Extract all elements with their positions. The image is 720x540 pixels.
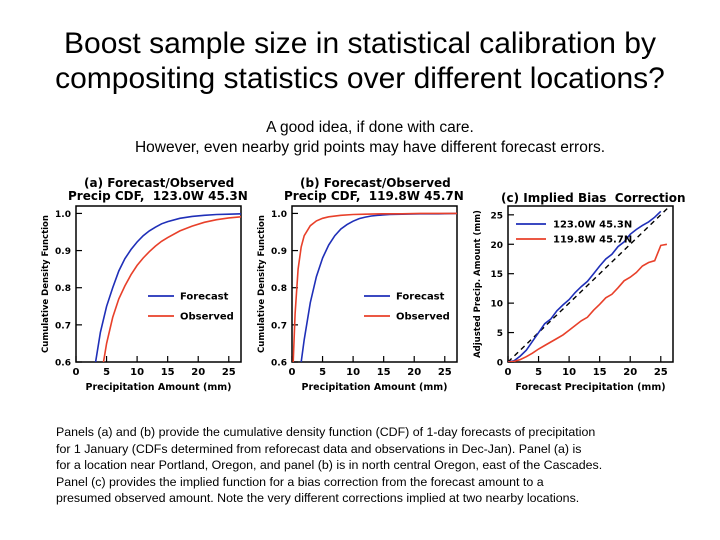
- panel-a-title-line1: (a) Forecast/Observed: [84, 176, 235, 190]
- x-axis-label: Precipitation Amount (mm): [301, 382, 447, 393]
- x-tick-label: 15: [377, 367, 391, 378]
- x-tick-label: 0: [505, 367, 512, 378]
- legend-label: Forecast: [396, 292, 445, 303]
- series-line: [300, 212, 457, 362]
- y-tick-label: 1.0: [55, 210, 71, 220]
- y-tick-label: 0.9: [271, 247, 287, 257]
- x-tick-label: 20: [623, 367, 637, 378]
- slide-title-line2: compositing statistics over different lo…: [55, 62, 665, 95]
- slide-subtitle-line1: A good idea, if done with care.: [266, 119, 474, 136]
- x-axis-label: Precipitation Amount (mm): [85, 382, 231, 393]
- legend-label: Observed: [396, 312, 450, 323]
- caption-line: for 1 January (CDFs determined from refo…: [56, 441, 582, 456]
- y-tick-label: 5: [497, 329, 503, 339]
- slide-subtitle-line2: However, even nearby grid points may hav…: [134, 139, 606, 156]
- y-tick-label: 0.8: [271, 284, 287, 294]
- y-tick-label: 20: [490, 241, 503, 251]
- slide-title-line1: Boost sample size in statistical calibra…: [64, 27, 656, 60]
- y-tick-label: 10: [490, 300, 503, 310]
- series-line: [508, 210, 662, 362]
- y-tick-label: 0.8: [55, 284, 71, 294]
- y-tick-label: 0: [497, 359, 503, 369]
- legend-label: 123.0W 45.3N: [553, 220, 632, 231]
- panel-b-chart: 0 5 10 15 20 25 0.6 0.7 0.8 0.9 1.0 Precipitation A…: [257, 205, 458, 393]
- x-tick-label: 25: [222, 367, 236, 378]
- series-line: [292, 212, 457, 362]
- y-axis-label: Adjusted Precip. Amount (mm): [473, 210, 483, 358]
- figure-caption: Panels (a) and (b) provide the cumulativ…: [56, 424, 686, 507]
- plot-frame: [291, 205, 458, 363]
- y-tick-label: 0.7: [271, 321, 287, 331]
- y-axis-label: Cumulative Density Function: [257, 215, 267, 353]
- x-tick-label: 25: [438, 367, 452, 378]
- caption-line: Panel (c) provides the implied function …: [56, 474, 544, 489]
- slide-subtitle: A good idea, if done with care. However,…: [20, 118, 720, 158]
- x-tick-label: 25: [654, 367, 668, 378]
- x-tick-label: 5: [319, 367, 326, 378]
- panel-b-title-line1: (b) Forecast/Observed: [300, 176, 451, 190]
- panel-c-chart: 0 5 10 15 20 25 0 5 10 15 20 25 Forecast Precipitati…: [473, 205, 674, 393]
- legend-label: Forecast: [180, 292, 229, 303]
- y-tick-label: 15: [490, 270, 503, 280]
- x-axis-label: Forecast Precipitation (mm): [515, 382, 665, 393]
- x-tick-label: 15: [593, 367, 607, 378]
- panel-a-title-line2: Precip CDF, 123.0W 45.3N: [68, 189, 248, 203]
- legend-label: Observed: [180, 312, 234, 323]
- y-axis-label: Cumulative Density Function: [41, 215, 51, 353]
- plot-frame: [507, 205, 674, 363]
- panel-a: (a) Forecast/Observed Precip CDF, 123.0W…: [36, 168, 251, 418]
- y-tick-label: 1.0: [271, 210, 287, 220]
- x-tick-label: 15: [161, 367, 175, 378]
- x-tick-label: 20: [191, 367, 205, 378]
- panel-c-title-line1: (c) Implied Bias Correction: [501, 191, 686, 205]
- x-tick-label: 10: [130, 367, 144, 378]
- x-tick-label: 5: [535, 367, 542, 378]
- series-line: [102, 216, 241, 362]
- x-tick-label: 10: [346, 367, 360, 378]
- series-line: [508, 243, 668, 362]
- panel-a-chart: 0 5 10 15 20 25 0.6 0.7 0.8 0.9 1.0 Precipitation A…: [41, 205, 242, 393]
- caption-line: for a location near Portland, Oregon, an…: [56, 458, 603, 473]
- y-tick-label: 0.7: [55, 321, 71, 331]
- reference-line: [508, 206, 671, 362]
- plot-frame: [75, 205, 242, 363]
- slide-title: Boost sample size in statistical calibra…: [10, 26, 710, 96]
- x-tick-label: 0: [289, 367, 296, 378]
- series-line: [94, 213, 241, 362]
- panel-b-title-line2: Precip CDF, 119.8W 45.7N: [284, 189, 464, 203]
- panel-b: (b) Forecast/Observed Precip CDF, 119.8W…: [252, 168, 467, 418]
- x-tick-label: 5: [103, 367, 110, 378]
- y-tick-label: 25: [490, 211, 503, 221]
- y-tick-label: 0.9: [55, 247, 71, 257]
- legend-label: 119.8W 45.7N: [553, 235, 632, 246]
- x-tick-label: 20: [407, 367, 421, 378]
- y-tick-label: 0.6: [271, 359, 287, 369]
- caption-line: presumed observed amount. Note the very …: [56, 491, 580, 506]
- caption-line: Panels (a) and (b) provide the cumulativ…: [56, 425, 596, 439]
- panel-c: (c) Implied Bias Correction 0 5 10 15 20 25 0 5…: [468, 168, 686, 418]
- x-tick-label: 0: [73, 367, 80, 378]
- y-tick-label: 0.6: [55, 359, 71, 369]
- x-tick-label: 10: [562, 367, 576, 378]
